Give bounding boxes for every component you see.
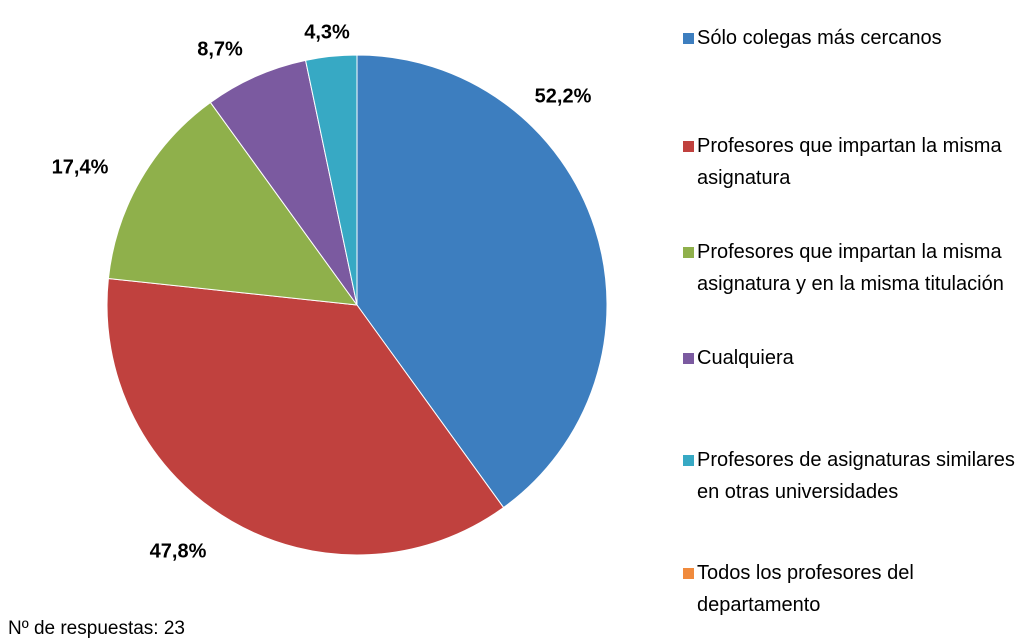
pie-area: 52,2% 47,8% 17,4% 8,7% 4,3% <box>52 21 608 562</box>
legend-label: Profesores que impartan la misma asignat… <box>697 135 1002 189</box>
legend-swatch <box>683 141 694 152</box>
pie-slice <box>106 277 505 556</box>
pie-slice <box>304 54 358 306</box>
pie-slice <box>356 54 608 509</box>
legend-label: Profesores de asignaturas similares en o… <box>697 449 1015 503</box>
legend-label: Profesores que impartan la misma asignat… <box>697 241 1004 295</box>
legend-label: Todos los profesores del departamento <box>697 562 914 616</box>
data-label: 4,3% <box>304 21 350 43</box>
legend-swatch <box>683 33 694 44</box>
legend-swatch <box>683 353 694 364</box>
legend-swatch <box>683 455 694 466</box>
data-label: 47,8% <box>150 540 207 562</box>
legend-label: Cualquiera <box>697 347 794 369</box>
legend-swatch <box>683 568 694 579</box>
data-label: 8,7% <box>197 38 243 60</box>
data-label: 52,2% <box>535 85 592 107</box>
note: Nº de respuestas: 23 <box>8 618 185 639</box>
legend-label: Sólo colegas más cercanos <box>697 27 942 49</box>
data-label: 17,4% <box>52 156 109 178</box>
legend-swatch <box>683 247 694 258</box>
pie-slice <box>107 101 359 306</box>
